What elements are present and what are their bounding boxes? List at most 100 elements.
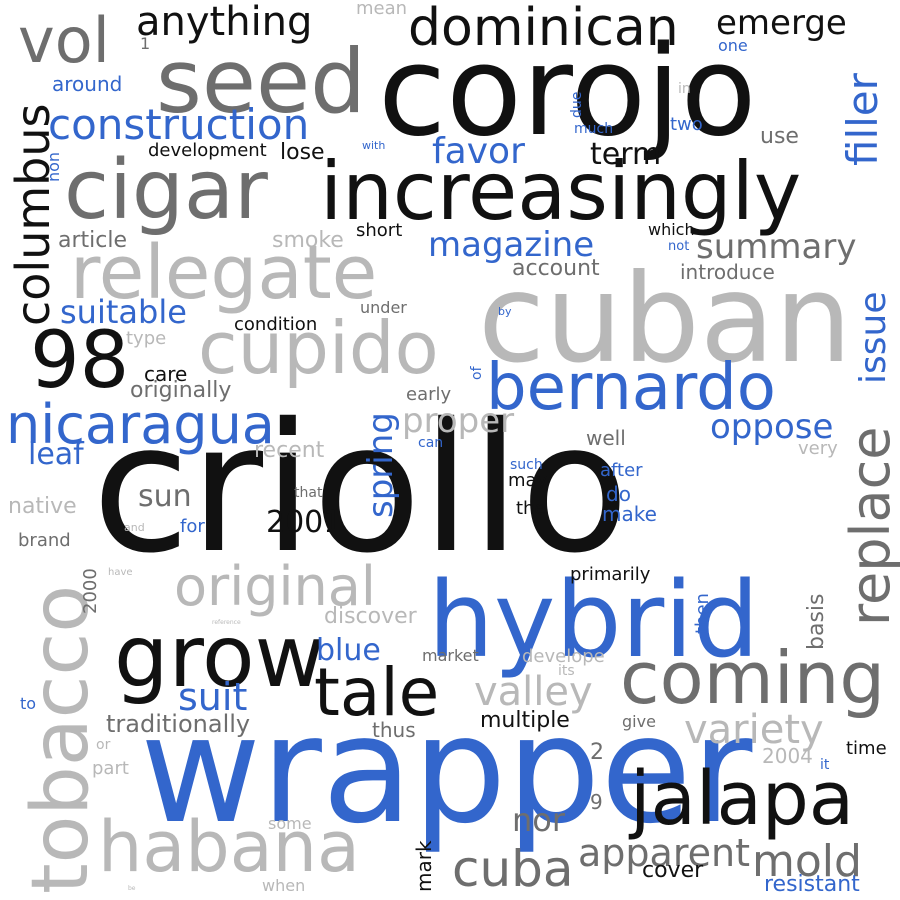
word-due: due: [569, 91, 585, 118]
word-cigar: cigar: [64, 143, 268, 238]
word-cuba: cuba: [452, 840, 574, 898]
word-summary: summary: [696, 227, 857, 267]
word-introduce: introduce: [680, 260, 775, 284]
word-part: part: [92, 758, 129, 779]
word-and: and: [124, 521, 145, 534]
word-in: in: [678, 81, 691, 97]
word-very: very: [798, 438, 838, 459]
word-reference: reference: [212, 619, 241, 626]
word-cuban: cuban: [478, 248, 852, 390]
word-use: use: [760, 124, 799, 149]
word-magazine: magazine: [428, 225, 595, 265]
word-2001: 2001: [266, 505, 343, 540]
word-around: around: [52, 72, 123, 96]
word-native: native: [8, 494, 77, 519]
word-2: 2: [590, 740, 604, 765]
word-do: do: [606, 482, 631, 506]
word-that: that: [294, 485, 323, 501]
word-development: development: [148, 140, 267, 161]
word-give: give: [622, 712, 656, 731]
word-by: by: [498, 305, 512, 318]
word-2004: 2004: [762, 744, 813, 768]
word-mean: mean: [356, 0, 408, 19]
word-apparent: apparent: [578, 831, 750, 875]
word-nicaragua: nicaragua: [6, 393, 275, 456]
word-the: the: [516, 498, 546, 519]
word-primarily: primarily: [570, 564, 651, 585]
word-thus: thus: [372, 718, 416, 742]
word-when: when: [262, 876, 306, 895]
word-criollo: criollo: [92, 385, 630, 592]
word-term: term: [590, 137, 662, 172]
word-not: not: [668, 239, 690, 254]
word-vol: vol: [18, 4, 110, 77]
word-issue: issue: [853, 291, 894, 384]
word-98: 98: [30, 316, 130, 406]
word-coming: coming: [620, 636, 886, 720]
word-of: of: [469, 366, 485, 381]
word-for: for: [180, 516, 205, 537]
word-one: one: [718, 36, 748, 55]
word-discover: discover: [324, 604, 417, 629]
word-suitable: suitable: [60, 293, 187, 331]
word-originally: originally: [130, 378, 232, 403]
word-relegate: relegate: [70, 230, 378, 316]
word-wrapper: wrapper: [140, 684, 753, 856]
word-with: with: [362, 139, 386, 152]
word-such: such: [510, 457, 543, 473]
word-it: it: [820, 757, 830, 773]
word-lose: lose: [280, 140, 325, 165]
word-leaf: leaf: [28, 437, 84, 472]
word-after: after: [600, 460, 643, 481]
word-corojo: corojo: [378, 20, 757, 164]
word-suit: suit: [178, 675, 248, 719]
word-tobacco: tobacco: [16, 584, 106, 894]
word-much: much: [574, 121, 614, 137]
word-bernardo: bernardo: [486, 351, 776, 425]
word-two: two: [670, 114, 703, 135]
word-to: to: [20, 694, 37, 713]
word-brand: brand: [18, 530, 71, 551]
word-tale: tale: [314, 654, 440, 731]
word-original: original: [174, 555, 376, 618]
word-basis: basis: [804, 593, 829, 650]
word-proper: proper: [402, 401, 515, 441]
word-cover: cover: [642, 858, 704, 883]
word-under: under: [360, 298, 407, 317]
word-resistant: resistant: [764, 872, 860, 897]
word-dominican: dominican: [408, 0, 679, 58]
word-replace: replace: [839, 426, 900, 626]
word-smoke: smoke: [272, 228, 344, 253]
word-oppose: oppose: [710, 407, 834, 447]
word-valley: valley: [474, 669, 593, 715]
word-anything: anything: [136, 0, 313, 45]
word-seed: seed: [156, 30, 366, 133]
word-have: have: [108, 567, 133, 578]
word-short: short: [356, 220, 403, 241]
word-favor: favor: [432, 131, 525, 172]
word-which: which: [648, 220, 695, 239]
word-cupido: cupido: [198, 306, 439, 390]
word-develope: develope: [522, 646, 605, 667]
word-increasingly: increasingly: [320, 145, 802, 238]
word-grow: grow: [114, 607, 326, 707]
word-or: or: [96, 737, 111, 753]
word-multiple: multiple: [480, 708, 570, 733]
word-article: article: [58, 228, 128, 253]
word-1: 1: [140, 34, 151, 53]
word-9: 9: [590, 790, 603, 814]
word-then: then: [692, 593, 713, 634]
word-construction: construction: [48, 100, 310, 149]
word-some: some: [268, 814, 312, 833]
word-care: care: [144, 362, 188, 386]
word-account: account: [512, 256, 600, 281]
word-mold: mold: [752, 836, 862, 887]
word-may: may: [508, 470, 548, 491]
word-can: can: [418, 435, 444, 451]
word-mark: mark: [412, 840, 436, 892]
word-filler: filler: [838, 73, 887, 166]
word-habana: habana: [98, 806, 360, 888]
word-jalapa: jalapa: [630, 756, 855, 842]
word-well: well: [586, 426, 626, 450]
